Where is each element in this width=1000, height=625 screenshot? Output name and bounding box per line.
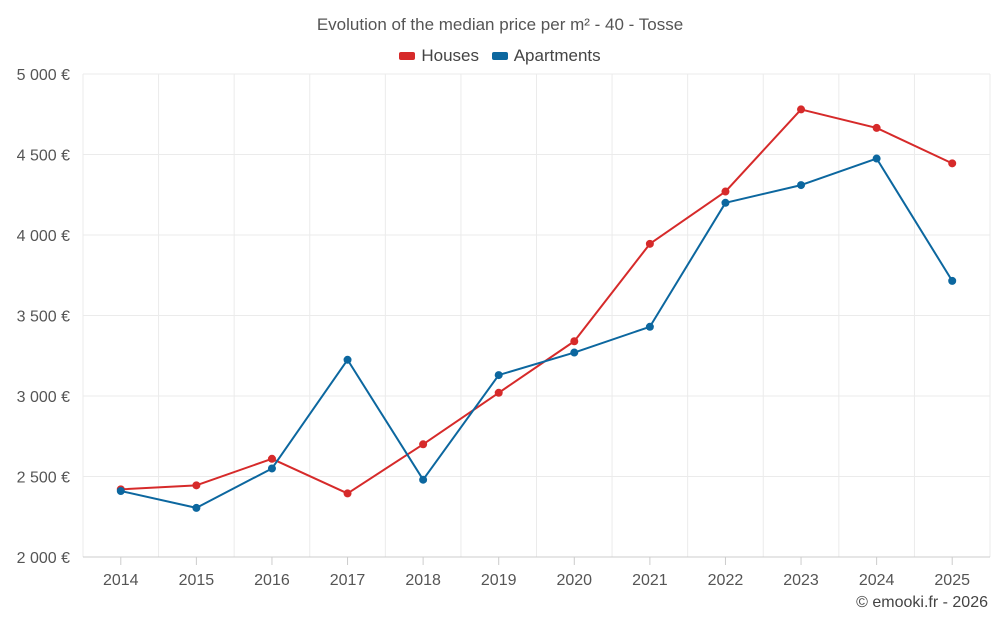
data-point-houses (872, 123, 881, 132)
data-point-houses (267, 454, 276, 463)
legend-item-apartments[interactable]: Apartments (491, 46, 601, 66)
x-tick-label: 2017 (330, 572, 366, 589)
series-line-apartments (120, 157, 954, 509)
legend-label-houses: Houses (421, 46, 479, 65)
data-point-apartments (343, 355, 352, 364)
x-tick-label: 2015 (179, 572, 215, 589)
x-tick-label: 2020 (556, 572, 592, 589)
x-tick-label: 2016 (254, 572, 290, 589)
data-point-houses (570, 337, 579, 346)
x-tick-label: 2021 (632, 572, 668, 589)
data-point-houses (343, 489, 352, 498)
data-point-houses (419, 440, 428, 449)
series-line-houses (120, 108, 953, 495)
legend-item-houses[interactable]: Houses (399, 46, 479, 66)
data-point-apartments (419, 475, 428, 484)
data-point-apartments (797, 181, 806, 190)
legend-label-apartments: Apartments (513, 46, 601, 65)
y-tick-label: 2 000 € (17, 550, 70, 567)
data-point-houses (645, 239, 654, 248)
data-point-apartments (872, 154, 881, 163)
x-tick-label: 2025 (934, 572, 970, 589)
legend: Houses Apartments (0, 45, 1000, 66)
y-tick-label: 2 500 € (17, 470, 70, 487)
data-point-apartments (570, 348, 579, 357)
data-point-apartments (645, 322, 654, 331)
data-point-houses (494, 388, 503, 397)
data-point-apartments (494, 371, 503, 380)
legend-swatch-apartments (491, 52, 508, 60)
y-tick-label: 4 500 € (17, 148, 70, 165)
y-tick-label: 3 000 € (17, 389, 70, 406)
data-point-apartments (267, 464, 276, 473)
data-point-houses (192, 481, 201, 490)
data-point-houses (948, 159, 957, 168)
data-point-houses (721, 187, 730, 196)
x-tick-label: 2023 (783, 572, 819, 589)
y-tick-label: 5 000 € (17, 67, 70, 84)
data-point-apartments (948, 276, 957, 285)
y-tick-label: 4 000 € (17, 228, 70, 245)
credit: © emooki.fr - 2026 (856, 594, 988, 611)
x-tick-label: 2018 (405, 572, 441, 589)
data-point-apartments (721, 198, 730, 207)
x-tick-label: 2024 (859, 572, 895, 589)
data-point-apartments (192, 503, 201, 512)
data-point-apartments (116, 486, 125, 495)
data-point-houses (797, 105, 806, 114)
chart-title: Evolution of the median price per m² - 4… (316, 15, 684, 34)
x-tick-label: 2014 (103, 572, 139, 589)
x-tick-label: 2019 (481, 572, 517, 589)
y-tick-label: 3 500 € (17, 309, 70, 326)
legend-swatch-houses (399, 52, 416, 60)
x-tick-label: 2022 (708, 572, 744, 589)
